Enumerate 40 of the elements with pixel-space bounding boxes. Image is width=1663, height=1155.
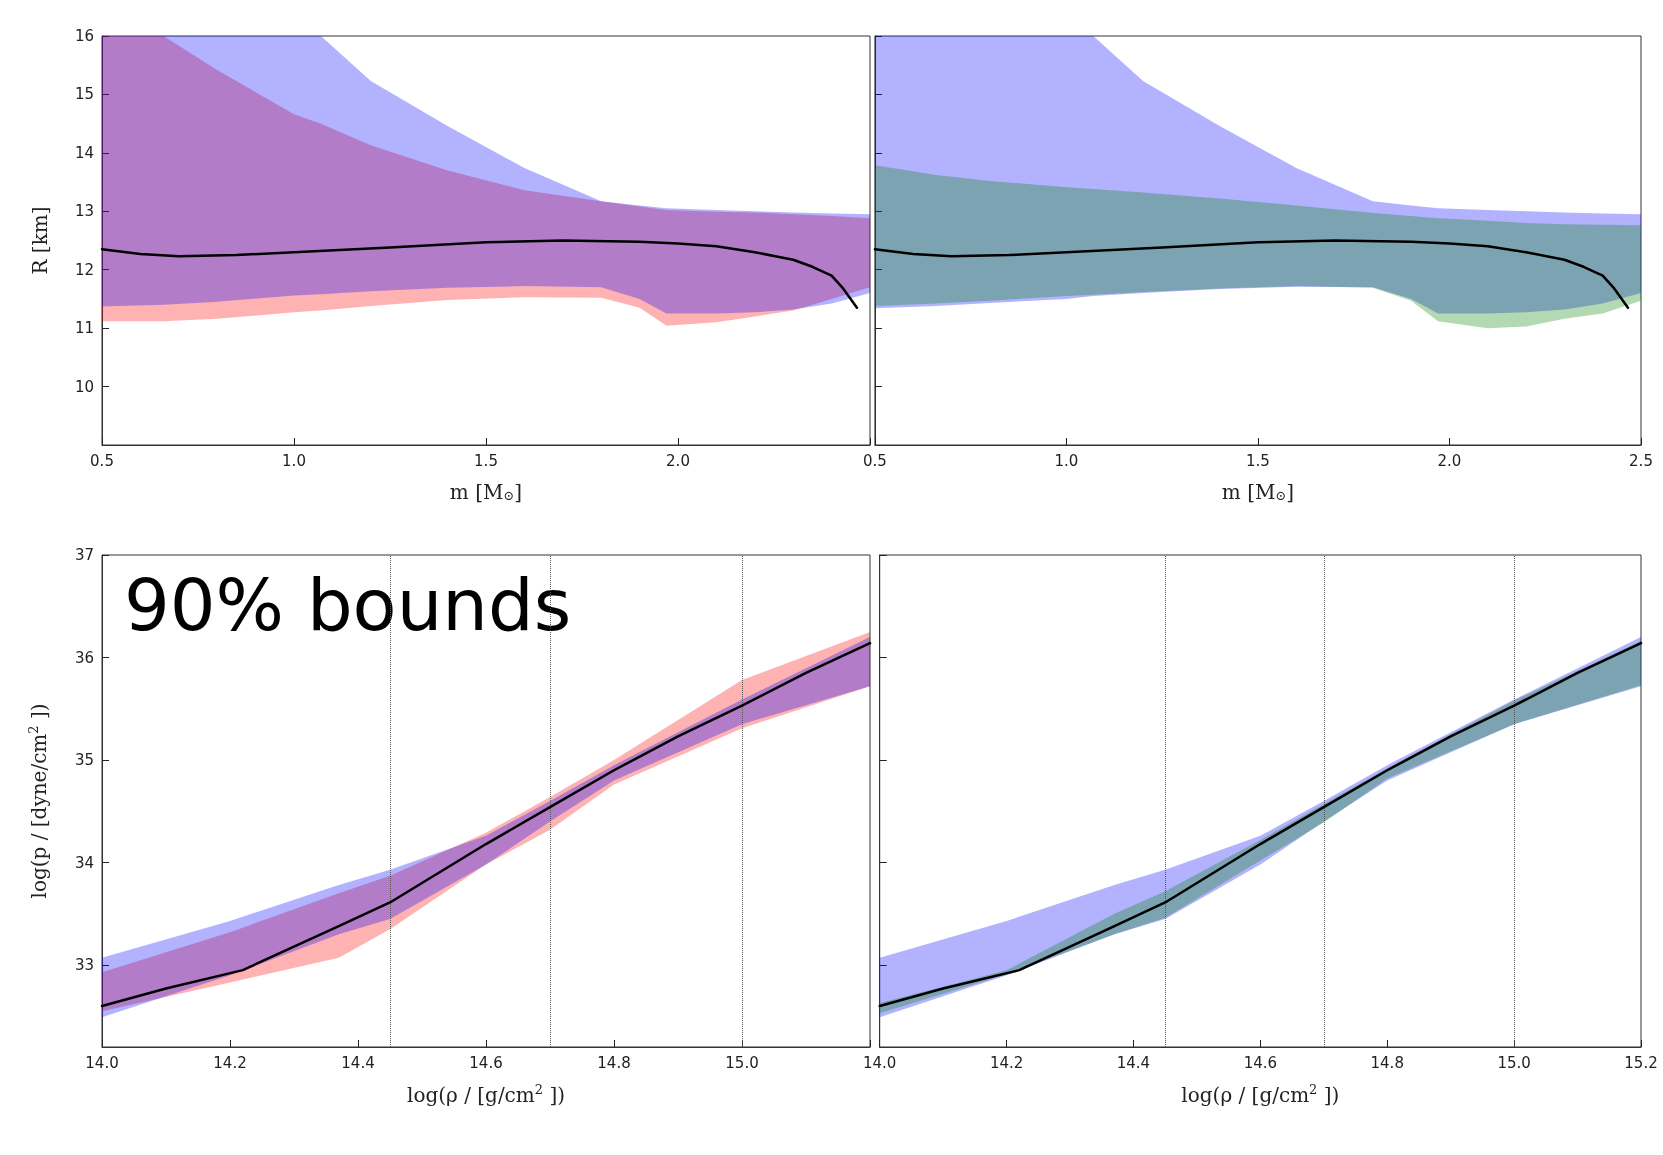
x-axis-title: m [M⊙] (449, 479, 523, 504)
x-tick-label: 15.0 (1497, 1053, 1531, 1072)
x-tick-label: 15.0 (725, 1053, 759, 1072)
y-tick-label: 37 (74, 546, 94, 564)
x-tick-label: 0.5 (90, 451, 114, 470)
x-tick-label: 14.8 (597, 1053, 631, 1072)
x-tick-label: 14.6 (469, 1053, 503, 1072)
y-axis-title: log(p / [dyne/cm2 ]) (26, 703, 51, 899)
x-tick-label: 14.0 (85, 1053, 119, 1072)
x-axis-title: m [M⊙] (1221, 479, 1295, 504)
y-tick-label: 16 (74, 27, 94, 45)
y-tick-label: 10 (74, 377, 94, 396)
x-tick-label: 2.5 (1629, 451, 1653, 470)
y-tick-label: 12 (74, 260, 94, 279)
y-tick-label: 13 (74, 202, 94, 221)
x-tick-label: 1.0 (1054, 451, 1079, 470)
y-tick-label: 34 (74, 853, 94, 872)
y-tick-label: 36 (74, 648, 94, 667)
x-tick-label: 1.0 (282, 451, 306, 470)
x-tick-label: 14.2 (989, 1053, 1024, 1072)
x-tick-label: 1.5 (1246, 451, 1270, 470)
x-tick-label: 14.6 (1243, 1053, 1278, 1072)
y-tick-label: 11 (74, 319, 94, 338)
y-tick-label: 33 (74, 956, 94, 974)
annotation: 90% bounds (124, 563, 572, 647)
x-tick-label: 15.2 (1624, 1053, 1658, 1072)
y-tick-label: 15 (74, 85, 94, 104)
x-tick-label: 1.5 (474, 451, 498, 470)
x-tick-label: 14.4 (1116, 1053, 1151, 1072)
x-tick-label: 14.0 (863, 1053, 897, 1072)
y-tick-label: 14 (74, 143, 94, 162)
x-tick-label: 0.5 (863, 451, 887, 470)
y-tick-label: 35 (74, 751, 94, 769)
line-series (100, 239, 859, 309)
x-tick-label: 14.8 (1370, 1053, 1404, 1072)
y-axis-title: R [km] (28, 206, 52, 275)
x-tick-label: 14.2 (213, 1053, 247, 1072)
x-tick-label: 2.0 (1437, 451, 1462, 470)
x-tick-label: 14.4 (341, 1053, 375, 1072)
x-tick-label: 2.0 (666, 451, 690, 470)
